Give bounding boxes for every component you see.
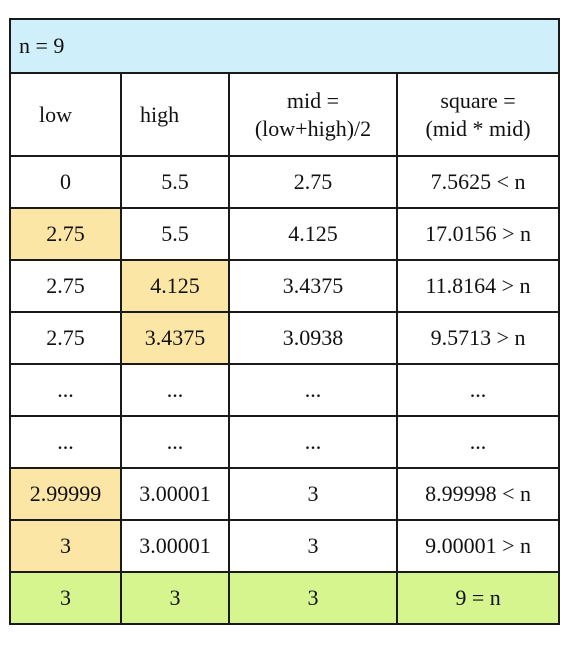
cell-high: 5.5 [120, 155, 230, 209]
header-mid-line1: mid = [286, 88, 340, 113]
cell-low: 2.99999 [9, 467, 122, 521]
final-cell-square: 9 = n [395, 571, 561, 625]
cell-high: 3.4375 [120, 311, 230, 365]
cell-square: 7.5625 < n [395, 155, 561, 209]
cell-square: 9.5713 > n [395, 311, 561, 365]
cell-mid: 3.4375 [228, 259, 398, 313]
cell-mid: 3 [228, 467, 398, 521]
cell-mid: 4.125 [228, 207, 398, 261]
header-high: high [120, 72, 230, 157]
table-row: 2.75 4.125 3.4375 11.8164 > n [9, 259, 561, 313]
cell-high: 3.00001 [120, 519, 230, 573]
final-cell-high: 3 [120, 571, 230, 625]
cell-square: ... [395, 415, 561, 469]
cell-low: 3 [9, 519, 122, 573]
cell-low: 2.75 [9, 311, 122, 365]
table-row: 0 5.5 2.75 7.5625 < n [9, 155, 561, 209]
cell-high: 5.5 [120, 207, 230, 261]
cell-low: 2.75 [9, 207, 122, 261]
header-square-line1: square = [440, 88, 516, 113]
cell-high: ... [120, 415, 230, 469]
cell-square: ... [395, 363, 561, 417]
cell-square: 9.00001 > n [395, 519, 561, 573]
cell-low: ... [9, 415, 122, 469]
binary-search-table: n = 9 low high mid = (low+high)/2 square… [8, 18, 561, 625]
cell-high: ... [120, 363, 230, 417]
cell-high: 3.00001 [120, 467, 230, 521]
table-row: ............ [9, 363, 561, 417]
table-row: 2.75 5.5 4.125 17.0156 > n [9, 207, 561, 261]
cell-low: 2.75 [9, 259, 122, 313]
table-title: n = 9 [8, 18, 561, 74]
header-mid-line2: (low+high)/2 [254, 115, 372, 141]
header-mid: mid = (low+high)/2 [228, 72, 398, 157]
table: n = 9 low high mid = (low+high)/2 square… [8, 18, 561, 625]
header-low: low [9, 72, 122, 157]
cell-mid: ... [228, 415, 398, 469]
table-row: 2.75 3.4375 3.0938 9.5713 > n [9, 311, 561, 365]
header-row: low high mid = (low+high)/2 square = (mi… [9, 72, 561, 157]
table-row: ............ [9, 415, 561, 469]
cell-mid: 3.0938 [228, 311, 398, 365]
table-row: 2.99999 3.00001 3 8.99998 < n [9, 467, 561, 521]
cell-low: ... [9, 363, 122, 417]
cell-mid: 2.75 [228, 155, 398, 209]
header-square-line2: (mid * mid) [425, 115, 531, 141]
cell-mid: 3 [228, 519, 398, 573]
table-row: 3 3.00001 3 9.00001 > n [9, 519, 561, 573]
cell-low: 0 [9, 155, 122, 209]
cell-square: 8.99998 < n [395, 467, 561, 521]
cell-square: 17.0156 > n [395, 207, 561, 261]
final-cell-low: 3 [9, 571, 122, 625]
cell-square: 11.8164 > n [395, 259, 561, 313]
final-cell-mid: 3 [228, 571, 398, 625]
cell-mid: ... [228, 363, 398, 417]
cell-high: 4.125 [120, 259, 230, 313]
header-square: square = (mid * mid) [395, 72, 561, 157]
